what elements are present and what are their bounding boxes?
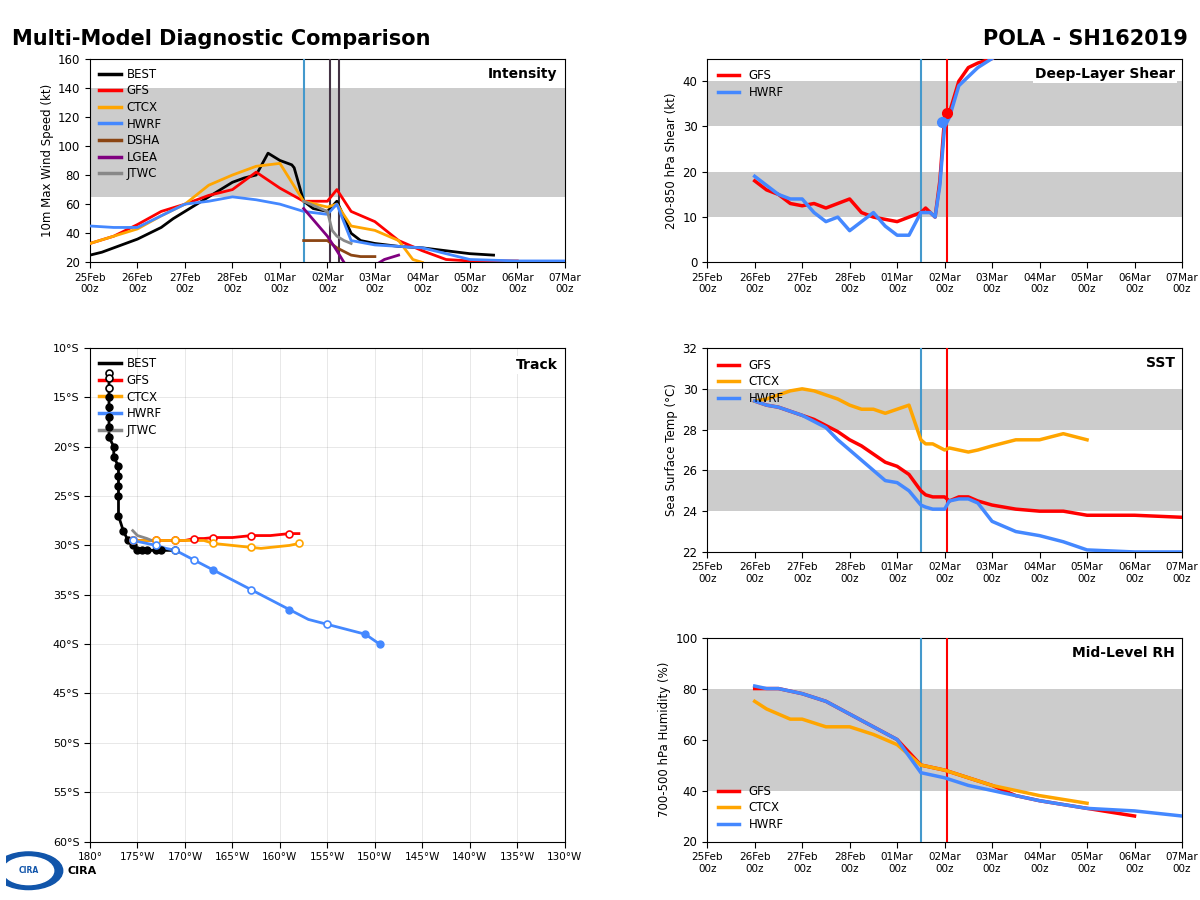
Legend: BEST, GFS, CTCX, HWRF, DSHA, LGEA, JTWC: BEST, GFS, CTCX, HWRF, DSHA, LGEA, JTWC	[96, 65, 166, 184]
Text: Intensity: Intensity	[488, 67, 558, 81]
Text: Track: Track	[516, 358, 558, 372]
Bar	[90, 87, 565, 153]
Bar	[707, 740, 1182, 790]
Legend: BEST, GFS, CTCX, HWRF, JTWC: BEST, GFS, CTCX, HWRF, JTWC	[96, 354, 166, 440]
Bar	[707, 688, 1182, 740]
Bar	[90, 153, 565, 197]
Legend: GFS, CTCX, HWRF: GFS, CTCX, HWRF	[713, 780, 788, 835]
Y-axis label: 200-850 hPa Shear (kt): 200-850 hPa Shear (kt)	[666, 92, 678, 229]
Bar	[707, 81, 1182, 127]
Text: CIRA: CIRA	[18, 866, 38, 875]
Text: Deep-Layer Shear: Deep-Layer Shear	[1034, 67, 1175, 81]
Bar	[707, 389, 1182, 429]
Text: CIRA: CIRA	[67, 866, 96, 876]
Bar	[707, 471, 1182, 511]
Circle shape	[0, 852, 62, 889]
Circle shape	[4, 857, 54, 885]
Y-axis label: Sea Surface Temp (°C): Sea Surface Temp (°C)	[665, 383, 678, 517]
Text: Multi-Model Diagnostic Comparison: Multi-Model Diagnostic Comparison	[12, 29, 431, 49]
Bar	[707, 172, 1182, 217]
Legend: GFS, HWRF: GFS, HWRF	[713, 65, 788, 104]
Y-axis label: 10m Max Wind Speed (kt): 10m Max Wind Speed (kt)	[41, 84, 54, 237]
Text: POLA - SH162019: POLA - SH162019	[983, 29, 1188, 49]
Y-axis label: 700-500 hPa Humidity (%): 700-500 hPa Humidity (%)	[658, 662, 671, 817]
Legend: GFS, CTCX, HWRF: GFS, CTCX, HWRF	[713, 354, 788, 410]
Text: Mid-Level RH: Mid-Level RH	[1072, 646, 1175, 660]
Text: SST: SST	[1146, 356, 1175, 370]
